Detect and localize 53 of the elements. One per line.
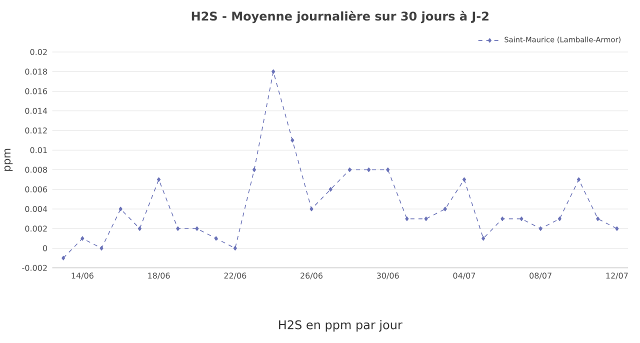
y-tick-label: 0.016: [25, 88, 48, 94]
y-tick-label: 0.014: [25, 108, 48, 114]
y-tick-label: 0.012: [25, 128, 47, 134]
y-tick-label: -0.002: [22, 264, 47, 271]
point: [596, 216, 600, 222]
point: [462, 177, 466, 182]
x-tick-label: 30/06: [376, 272, 399, 280]
point: [310, 206, 314, 212]
y-tick-label: 0.018: [25, 68, 48, 75]
point: [290, 138, 294, 143]
y-tick-label: 0.004: [25, 206, 48, 212]
point: [62, 256, 66, 260]
point: [233, 246, 237, 251]
point: [366, 168, 371, 172]
point: [386, 168, 390, 172]
point: [405, 216, 409, 222]
y-tick-label: 0.008: [25, 166, 48, 173]
y-tick-label: 0.002: [25, 226, 47, 232]
y-axis-title: ppm: [4, 148, 13, 172]
point: [348, 168, 352, 172]
x-tick-label: 22/06: [224, 272, 246, 280]
x-tick-label: 14/06: [72, 272, 94, 280]
point: [118, 206, 122, 212]
y-tick-label: 0.01: [30, 147, 47, 154]
point: [176, 226, 180, 231]
point: [558, 216, 562, 222]
point: [214, 236, 218, 241]
point: [615, 226, 619, 231]
point: [482, 236, 486, 241]
y-tick-label: 0: [43, 245, 48, 252]
x-axis-title: H2S en ppm par jour: [279, 320, 402, 332]
point: [272, 69, 276, 74]
point: [195, 226, 199, 231]
chart-title: H2S - Moyenne journalière sur 30 jours à J-2: [192, 10, 488, 24]
point: [520, 216, 524, 222]
point: [538, 226, 542, 231]
point: [500, 216, 504, 222]
point: [156, 177, 161, 182]
point: [252, 168, 256, 172]
y-tick-label: 0.006: [25, 186, 48, 192]
x-tick-label: 12/07: [606, 272, 628, 280]
point: [443, 206, 447, 212]
point: [138, 226, 142, 231]
point: [424, 216, 428, 222]
point: [100, 246, 104, 251]
point: [328, 187, 332, 192]
y-tick-label: 0.02: [30, 49, 47, 56]
point: [576, 177, 581, 182]
x-tick-label: 04/07: [453, 272, 476, 280]
x-tick-label: 08/07: [530, 272, 552, 280]
x-tick-label: 26/06: [300, 272, 323, 280]
point: [80, 236, 84, 241]
x-tick-label: 18/06: [148, 272, 170, 280]
